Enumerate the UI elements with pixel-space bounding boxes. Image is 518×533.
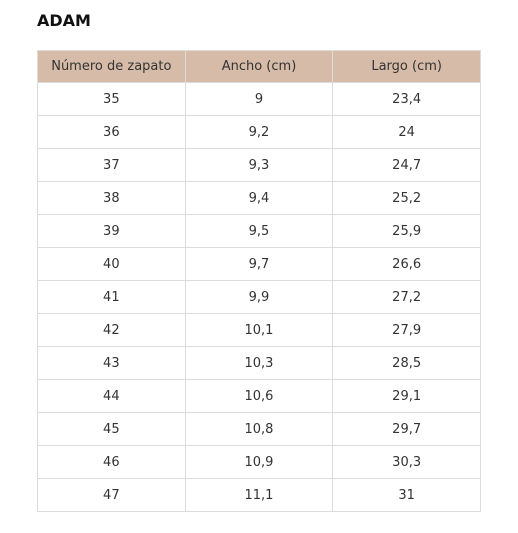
table-cell: 37 [37, 148, 186, 182]
table-cell: 29,7 [332, 412, 481, 446]
table-cell: 31 [332, 478, 481, 512]
header-row: Número de zapato Ancho (cm) Largo (cm) [37, 50, 481, 83]
table-row: 41 9,9 27,2 [37, 280, 481, 314]
table-cell: 9,5 [184, 214, 334, 248]
title: ADAM [37, 11, 91, 30]
table-row: 39 9,5 25,9 [37, 214, 481, 248]
table-cell: 42 [37, 313, 186, 347]
table-cell: 44 [37, 379, 186, 413]
table-row: 43 10,3 28,5 [37, 346, 481, 380]
table-row: 35 9 23,4 [37, 82, 481, 116]
table-cell: 10,1 [184, 313, 334, 347]
table-cell: 36 [37, 115, 186, 149]
table-cell: 24 [332, 115, 481, 149]
table-cell: 39 [37, 214, 186, 248]
table-cell: 47 [37, 478, 186, 512]
table-header: Número de zapato Ancho (cm) Largo (cm) [37, 50, 481, 83]
table-cell: 9,4 [184, 181, 334, 215]
table-row: 45 10,8 29,7 [37, 412, 481, 446]
table-cell: 43 [37, 346, 186, 380]
table-cell: 9,3 [184, 148, 334, 182]
table-cell: 38 [37, 181, 186, 215]
table-cell: 24,7 [332, 148, 481, 182]
table-cell: 46 [37, 445, 186, 479]
table-cell: 10,3 [184, 346, 334, 380]
table-row: 38 9,4 25,2 [37, 181, 481, 215]
table-cell: 9,9 [184, 280, 334, 314]
table-cell: 30,3 [332, 445, 481, 479]
table-row: 46 10,9 30,3 [37, 445, 481, 479]
table-cell: 45 [37, 412, 186, 446]
table-row: 40 9,7 26,6 [37, 247, 481, 281]
table-row: 47 11,1 31 [37, 478, 481, 512]
table-cell: 9 [184, 82, 334, 116]
table-cell: 29,1 [332, 379, 481, 413]
table-body: 35 9 23,4 36 9,2 24 37 9,3 24,7 38 9,4 25,2 39 9,5 25,… [37, 82, 481, 512]
table-cell: 27,2 [332, 280, 481, 314]
table-cell: 9,7 [184, 247, 334, 281]
table-cell: 25,2 [332, 181, 481, 215]
table-cell: 10,8 [184, 412, 334, 446]
table-cell: 41 [37, 280, 186, 314]
table-cell: 35 [37, 82, 186, 116]
size-table: Número de zapato Ancho (cm) Largo (cm) 35 9… [37, 50, 481, 512]
table-cell: 28,5 [332, 346, 481, 380]
table-cell: 10,9 [184, 445, 334, 479]
column-header: Largo (cm) [332, 50, 481, 83]
table-row: 37 9,3 24,7 [37, 148, 481, 182]
column-header: Ancho (cm) [184, 50, 334, 83]
table-cell: 40 [37, 247, 186, 281]
table-cell: 26,6 [332, 247, 481, 281]
table-cell: 11,1 [184, 478, 334, 512]
table-cell: 25,9 [332, 214, 481, 248]
column-header: Número de zapato [37, 50, 186, 83]
table-row: 44 10,6 29,1 [37, 379, 481, 413]
table-cell: 27,9 [332, 313, 481, 347]
table-cell: 23,4 [332, 82, 481, 116]
table-cell: 10,6 [184, 379, 334, 413]
table-cell: 9,2 [184, 115, 334, 149]
table-row: 36 9,2 24 [37, 115, 481, 149]
table-row: 42 10,1 27,9 [37, 313, 481, 347]
